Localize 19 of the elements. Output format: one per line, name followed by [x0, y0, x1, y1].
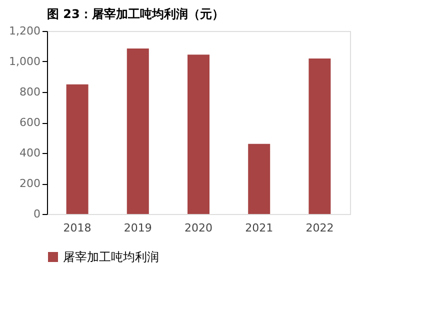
- y-tick-label: 1,200: [9, 24, 40, 38]
- y-tick-label: 200: [20, 177, 40, 190]
- bar: [248, 144, 270, 214]
- legend-label: 屠宰加工吨均利润: [63, 250, 159, 264]
- x-tick-label: 2020: [184, 222, 212, 234]
- bar: [126, 48, 149, 214]
- x-tick-label: 2022: [306, 222, 334, 234]
- bar: [66, 84, 88, 214]
- bar: [308, 58, 331, 214]
- y-tick-label: 800: [20, 86, 40, 98]
- x-tick-label: 2019: [124, 222, 152, 234]
- bar: [188, 54, 210, 214]
- y-tick-label: 400: [20, 146, 40, 160]
- x-tick-label: 2021: [245, 222, 274, 234]
- chart-title: 图 23：屠宰加工吨均利润（元）: [47, 7, 224, 21]
- y-tick-label: 1,000: [9, 55, 40, 68]
- y-tick-label: 0: [34, 208, 40, 220]
- y-tick-label: 600: [20, 116, 40, 129]
- x-tick-label: 2018: [63, 222, 92, 234]
